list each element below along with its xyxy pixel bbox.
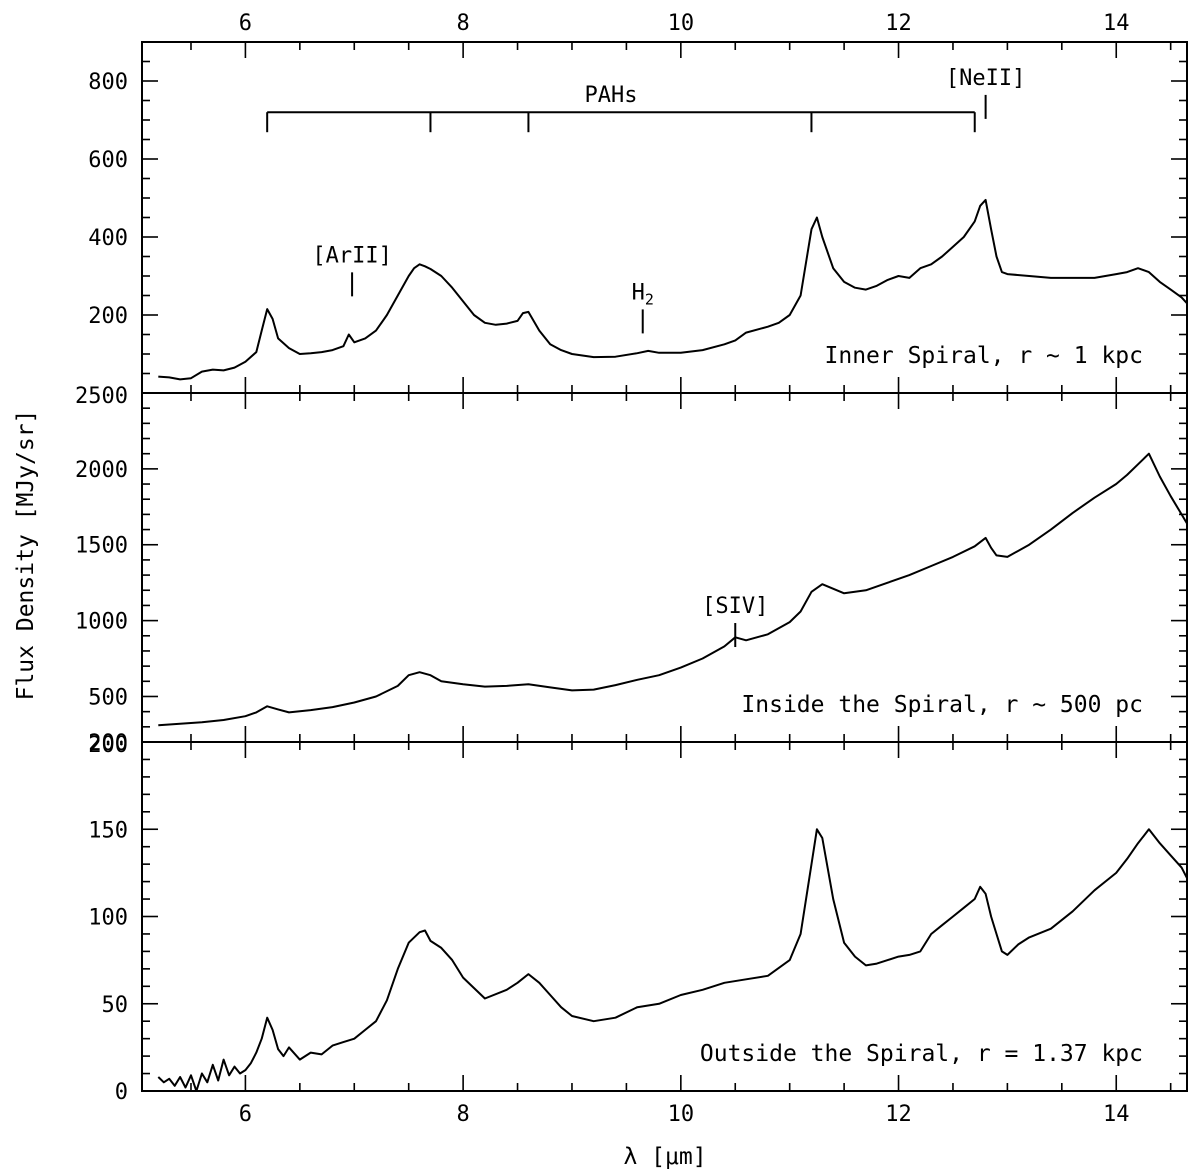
y-tick-label: 200: [88, 733, 128, 758]
spectrum-line: [158, 452, 1188, 727]
line-marker: [NeII]: [946, 66, 1025, 119]
panel-frame: [141, 741, 1188, 1092]
panel-label: Inner Spiral, r ~ 1 kpc: [825, 343, 1144, 369]
x-tick-label-bottom: 14: [1103, 1102, 1130, 1127]
panel-2: 500 1000 1500 2000 200 2500 Inside the Spiral,…: [75, 384, 1188, 756]
line-marker: [ArII]: [312, 243, 392, 297]
y-tick-label: 1500: [75, 534, 128, 559]
x-tick-label-bottom: 12: [885, 1102, 912, 1127]
x-tick-label-bottom: 6: [239, 1102, 252, 1127]
y-tick-label: 2000: [75, 458, 128, 483]
marker-label: H2: [632, 280, 654, 308]
panel-label: Outside the Spiral, r = 1.37 kpc: [700, 1041, 1143, 1067]
y-tick-label: 200: [88, 731, 128, 756]
y-tick-label: 600: [88, 148, 128, 173]
marker-label: [NeII]: [946, 66, 1025, 91]
marker-label: [ArII]: [312, 243, 391, 268]
y-axis-title: Flux Density [MJy/sr]: [13, 410, 39, 701]
panel-3: 0 50 100 150 200 Outside the Spiral, r = 1.37…: [88, 733, 1188, 1105]
y-tick-label: 150: [88, 818, 128, 843]
x-tick-label-top: 8: [456, 11, 469, 36]
y-tick-label: 100: [88, 906, 128, 931]
spectrum-line: [157, 828, 1188, 1092]
x-tick-label-bottom: 10: [668, 1102, 695, 1127]
y-tick-label: 400: [88, 226, 128, 251]
x-tick-label-bottom: 8: [456, 1102, 469, 1127]
y-tick-label: 2500: [75, 384, 128, 409]
y-tick-label: 0: [115, 1080, 128, 1105]
panel-1: 200 400 600 800 Inner Spiral, r ~ 1 kpc PAHs […: [88, 41, 1188, 394]
x-tick-label-top: 6: [239, 11, 252, 36]
line-marker: H2: [632, 280, 654, 334]
spectrum-line: [158, 198, 1188, 381]
y-tick-label: 200: [88, 304, 128, 329]
line-marker: [SIV]: [702, 594, 768, 648]
x-tick-label-top: 12: [885, 11, 912, 36]
x-tick-label-top: 10: [668, 11, 695, 36]
panel-frame: [141, 41, 1188, 394]
pah-bracket: PAHs: [266, 83, 976, 133]
x-axis-title: λ [μm]: [623, 1144, 706, 1170]
panel-frame: [141, 392, 1188, 743]
x-tick-label-top: 14: [1103, 11, 1130, 36]
y-tick-label: 500: [88, 685, 128, 710]
y-tick-label: 1000: [75, 610, 128, 635]
y-tick-label: 50: [102, 993, 129, 1018]
y-tick-label: 800: [88, 70, 128, 95]
panel-label: Inside the Spiral, r ~ 500 pc: [741, 692, 1143, 718]
panels-layer: 200 400 600 800 Inner Spiral, r ~ 1 kpc PAHs […: [75, 11, 1188, 1127]
pah-label: PAHs: [584, 83, 637, 108]
marker-label: [SIV]: [702, 594, 768, 619]
